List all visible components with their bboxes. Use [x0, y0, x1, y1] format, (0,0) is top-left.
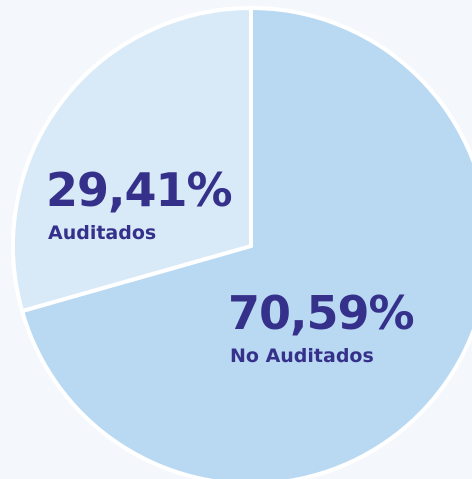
value-label: 29,41%	[46, 163, 232, 217]
category-label: No Auditados	[230, 345, 374, 367]
pie-slice	[20, 6, 472, 479]
value-label: 70,59%	[228, 286, 414, 340]
category-label: Auditados	[48, 222, 156, 244]
pie-slice	[11, 6, 253, 314]
